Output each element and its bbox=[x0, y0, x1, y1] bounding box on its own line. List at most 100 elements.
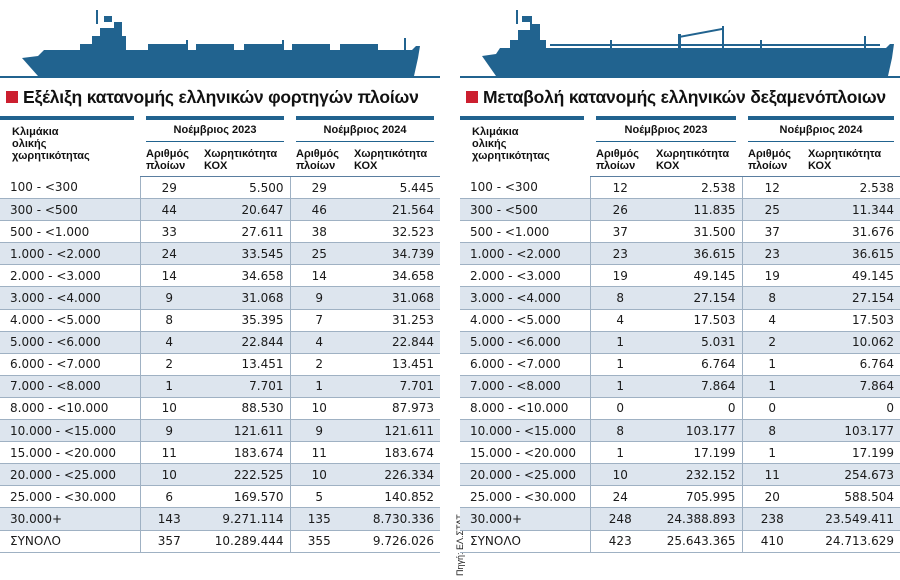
tonnage-2023-cell: 121.611 bbox=[198, 419, 290, 443]
group-2023-header: Νοέμβριος 2023 bbox=[140, 116, 290, 142]
count-2023-cell: 10 bbox=[139, 397, 198, 421]
count-2024-cell: 1 bbox=[741, 353, 802, 376]
count-2023-cell: 44 bbox=[139, 198, 198, 222]
range-cell: 10.000 - <15.000 bbox=[460, 419, 590, 443]
count-2023-cell: 14 bbox=[139, 264, 198, 288]
tonnage-2024-cell: 10.062 bbox=[802, 331, 900, 354]
tonnage-2024-header: Χωρητικότητα ΚΟΧ bbox=[802, 142, 900, 177]
tonnage-2023-cell: 34.658 bbox=[198, 264, 290, 288]
range-cell: 300 - <500 bbox=[460, 198, 590, 222]
table-row: 300 - <500 26 11.835 25 11.344 bbox=[460, 198, 900, 222]
count-2024-cell: 1 bbox=[741, 441, 802, 465]
count-2023-cell: 24 bbox=[139, 242, 198, 266]
count-2024-cell: 8 bbox=[741, 419, 802, 443]
tonnage-2024-cell: 2.538 bbox=[802, 176, 900, 200]
count-2023-cell: 4 bbox=[589, 309, 650, 332]
range-cell: 30.000+ bbox=[0, 507, 140, 531]
table-row: 300 - <500 44 20.647 46 21.564 bbox=[0, 198, 440, 222]
table-row: 10.000 - <15.000 9 121.611 9 121.611 bbox=[0, 419, 440, 443]
count-2023-cell: 1 bbox=[589, 353, 650, 376]
count-2024-cell: 23 bbox=[741, 242, 802, 266]
tonnage-2023-cell: 7.864 bbox=[650, 375, 742, 398]
range-cell: ΣΥΝΟΛΟ bbox=[0, 530, 140, 553]
table-row: ΣΥΝΟΛΟ 357 10.289.444 355 9.726.026 bbox=[0, 530, 440, 553]
count-2024-header: Αριθμός πλοίων bbox=[290, 142, 348, 177]
count-2023-cell: 1 bbox=[139, 375, 198, 398]
count-2024-cell: 10 bbox=[289, 397, 348, 421]
count-2023-header: Αριθμός πλοίων bbox=[590, 142, 650, 177]
range-cell: 7.000 - <8.000 bbox=[460, 375, 590, 398]
tonnage-2024-cell: 31.676 bbox=[802, 220, 900, 244]
range-cell: 15.000 - <20.000 bbox=[460, 441, 590, 465]
table-row: 3.000 - <4.000 9 31.068 9 31.068 bbox=[0, 286, 440, 310]
count-2023-cell: 4 bbox=[139, 331, 198, 354]
tonnage-2024-cell: 21.564 bbox=[348, 198, 440, 222]
count-2024-cell: 2 bbox=[741, 331, 802, 354]
tonnage-2023-cell: 0 bbox=[650, 397, 742, 421]
table-row: 15.000 - <20.000 1 17.199 1 17.199 bbox=[460, 441, 900, 465]
count-2024-cell: 11 bbox=[289, 441, 348, 465]
tonnage-2023-cell: 103.177 bbox=[650, 419, 742, 443]
tankers-table-title: Μεταβολή κατανομής ελληνικών δεξαμενόπλο… bbox=[466, 86, 886, 108]
tonnage-2023-cell: 5.500 bbox=[198, 176, 290, 200]
tonnage-2024-cell: 7.701 bbox=[348, 375, 440, 398]
tonnage-2023-cell: 11.835 bbox=[650, 198, 742, 222]
tonnage-2024-cell: 36.615 bbox=[802, 242, 900, 266]
tonnage-2023-cell: 36.615 bbox=[650, 242, 742, 266]
table-row: 6.000 - <7.000 1 6.764 1 6.764 bbox=[460, 353, 900, 376]
table-row: 25.000 - <30.000 24 705.995 20 588.504 bbox=[460, 485, 900, 509]
table-row: 30.000+ 143 9.271.114 135 8.730.336 bbox=[0, 507, 440, 531]
tonnage-2023-cell: 10.289.444 bbox=[198, 530, 290, 553]
count-2024-cell: 9 bbox=[289, 419, 348, 443]
tonnage-2023-cell: 9.271.114 bbox=[198, 507, 290, 531]
count-2024-cell: 25 bbox=[741, 198, 802, 222]
table-row: 20.000 - <25.000 10 222.525 10 226.334 bbox=[0, 463, 440, 487]
count-2024-cell: 410 bbox=[741, 530, 802, 553]
count-2023-cell: 10 bbox=[139, 463, 198, 487]
tonnage-2024-cell: 7.864 bbox=[802, 375, 900, 398]
range-cell: 100 - <300 bbox=[460, 176, 590, 200]
count-2024-cell: 11 bbox=[741, 463, 802, 487]
tanker-ship-illustration bbox=[460, 10, 900, 78]
range-cell: 5.000 - <6.000 bbox=[460, 331, 590, 354]
range-cell: 15.000 - <20.000 bbox=[0, 441, 140, 465]
range-cell: 1.000 - <2.000 bbox=[0, 242, 140, 266]
group-2024-header: Νοέμβριος 2024 bbox=[742, 116, 900, 142]
tonnage-2023-header: Χωρητικότητα ΚΟΧ bbox=[198, 142, 290, 177]
table-row: 30.000+ 248 24.388.893 238 23.549.411 bbox=[460, 507, 900, 531]
tonnage-2024-cell: 140.852 bbox=[348, 485, 440, 509]
count-2023-cell: 1 bbox=[589, 441, 650, 465]
range-cell: 500 - <1.000 bbox=[0, 220, 140, 244]
tonnage-2024-cell: 31.068 bbox=[348, 286, 440, 310]
tonnage-2023-header: Χωρητικότητα ΚΟΧ bbox=[650, 142, 742, 177]
count-2023-cell: 9 bbox=[139, 286, 198, 310]
table-row: 25.000 - <30.000 6 169.570 5 140.852 bbox=[0, 485, 440, 509]
count-2024-cell: 5 bbox=[289, 485, 348, 509]
count-2024-cell: 2 bbox=[289, 353, 348, 376]
table-row: 3.000 - <4.000 8 27.154 8 27.154 bbox=[460, 286, 900, 310]
range-cell: 8.000 - <10.000 bbox=[0, 397, 140, 421]
count-2024-cell: 25 bbox=[289, 242, 348, 266]
group-2024-header: Νοέμβριος 2024 bbox=[290, 116, 440, 142]
tonnage-2023-cell: 20.647 bbox=[198, 198, 290, 222]
tonnage-2023-cell: 7.701 bbox=[198, 375, 290, 398]
count-2023-cell: 1 bbox=[589, 375, 650, 398]
tonnage-2024-cell: 8.730.336 bbox=[348, 507, 440, 531]
tonnage-2023-cell: 24.388.893 bbox=[650, 507, 742, 531]
tonnage-2024-cell: 34.739 bbox=[348, 242, 440, 266]
table-row: 5.000 - <6.000 4 22.844 4 22.844 bbox=[0, 331, 440, 354]
tonnage-2023-cell: 35.395 bbox=[198, 309, 290, 332]
table-row: 100 - <300 29 5.500 29 5.445 bbox=[0, 176, 440, 200]
cargo-table-title: Εξέλιξη κατανομής ελληνικών φορτηγών πλο… bbox=[6, 86, 419, 108]
group-2023-header: Νοέμβριος 2023 bbox=[590, 116, 742, 142]
count-2024-cell: 4 bbox=[741, 309, 802, 332]
cargo-ship-illustration bbox=[0, 10, 440, 78]
tonnage-2023-cell: 31.500 bbox=[650, 220, 742, 244]
count-2024-cell: 238 bbox=[741, 507, 802, 531]
count-2024-cell: 1 bbox=[289, 375, 348, 398]
range-cell: 3.000 - <4.000 bbox=[0, 286, 140, 310]
tonnage-2023-cell: 222.525 bbox=[198, 463, 290, 487]
count-2024-cell: 46 bbox=[289, 198, 348, 222]
tonnage-2024-cell: 9.726.026 bbox=[348, 530, 440, 553]
count-2024-cell: 355 bbox=[289, 530, 348, 553]
